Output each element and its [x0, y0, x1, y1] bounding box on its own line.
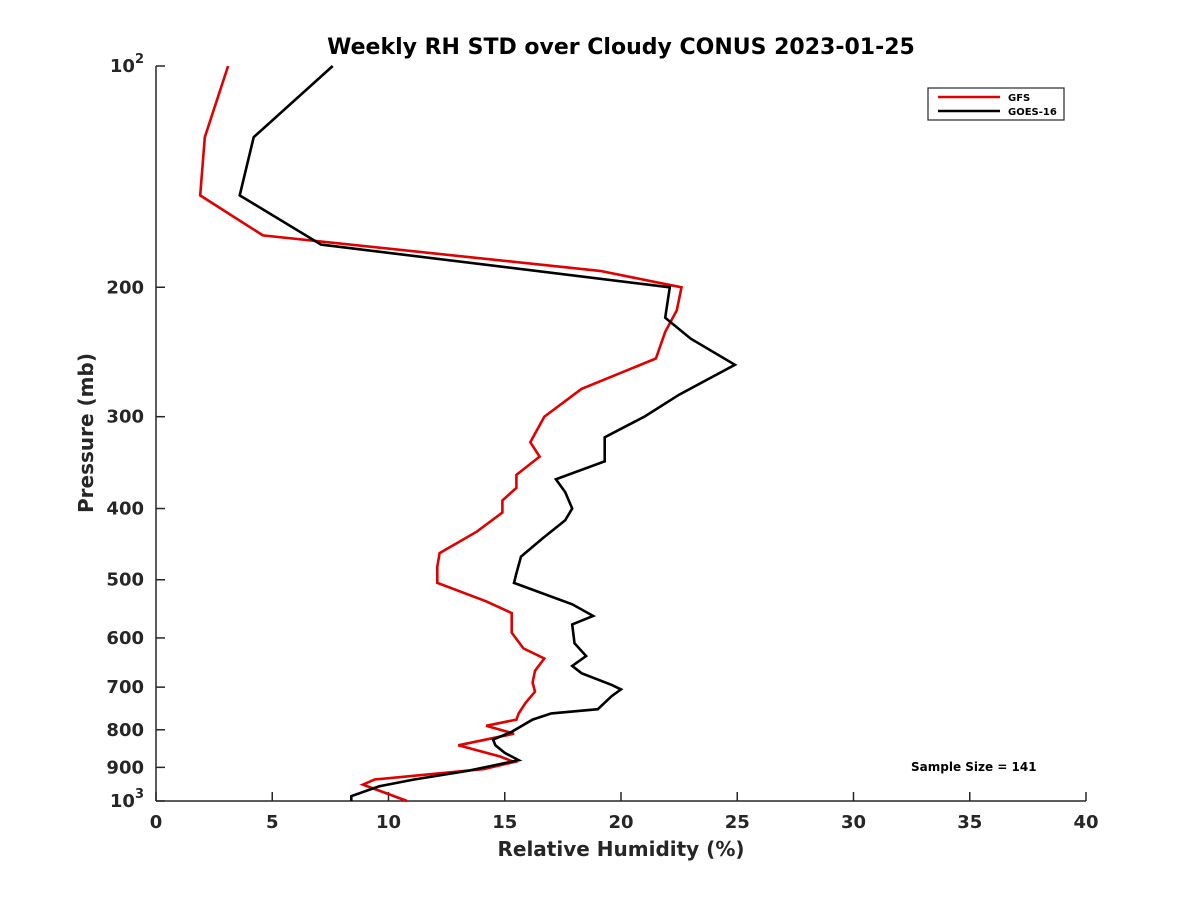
- y-axis-label: Pressure (mb): [74, 353, 98, 513]
- series-layer: [198, 65, 738, 803]
- x-tick-label: 5: [266, 812, 279, 833]
- x-tick-label: 15: [492, 812, 517, 833]
- x-tick-label: 40: [1073, 812, 1098, 833]
- x-tick-label: 0: [150, 812, 163, 833]
- x-axis-label: Relative Humidity (%): [497, 837, 744, 861]
- y-tick-label: 500: [106, 570, 144, 591]
- sample-size-annotation: Sample Size = 141: [911, 760, 1037, 774]
- y-tick-label: 400: [106, 499, 144, 520]
- y-tick-label: 700: [106, 677, 144, 698]
- y-tick-label: 600: [106, 628, 144, 649]
- legend-label-gfs: GFS: [1008, 93, 1030, 104]
- y-tick-label: 103: [110, 787, 144, 812]
- series-line-goes16: [238, 65, 738, 801]
- y-ticks: 102 200 300 400 500 600 700 800 900 103: [106, 52, 165, 812]
- legend-box: [927, 87, 1065, 121]
- x-tick-label: 30: [841, 812, 866, 833]
- x-tick-label: 35: [957, 812, 982, 833]
- x-tick-label: 25: [725, 812, 750, 833]
- plot-area: [156, 66, 1086, 801]
- y-tick-label: 300: [106, 407, 144, 428]
- legend: GFS GOES-16: [927, 87, 1065, 121]
- x-ticks: 0 5 10 15 20 25 30 35 40: [150, 792, 1099, 833]
- y-tick-label: 900: [106, 757, 144, 778]
- x-tick-label: 10: [376, 812, 401, 833]
- legend-label-goes16: GOES-16: [1008, 107, 1057, 118]
- y-tick-label: 200: [106, 277, 144, 298]
- y-tick-label: 102: [110, 52, 144, 77]
- y-tick-label: 800: [106, 720, 144, 741]
- x-tick-label: 20: [608, 812, 633, 833]
- chart-title: Weekly RH STD over Cloudy CONUS 2023-01-…: [327, 35, 915, 60]
